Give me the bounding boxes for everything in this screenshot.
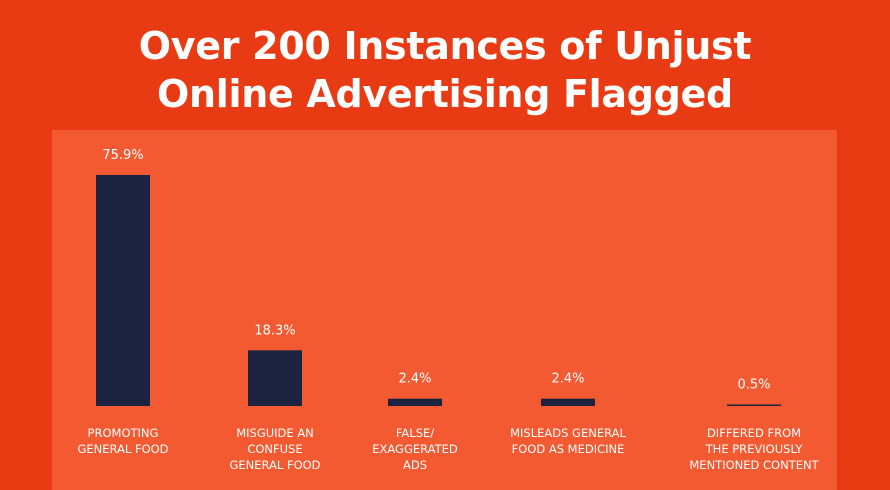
category-label-2: MISGUIDE AN CONFUSE GENERAL FOOD	[229, 426, 320, 472]
value-label-1: 75.9%	[102, 148, 143, 163]
category-label-5: DIFFERED FROM THE PREVIOUSLY MENTIONED CON…	[689, 426, 819, 472]
value-label-5: 0.5%	[737, 377, 770, 392]
bar-3	[388, 398, 442, 406]
bar-2	[248, 350, 302, 406]
value-label-3: 2.4%	[398, 372, 431, 387]
value-label-2: 18.3%	[254, 323, 295, 338]
chart-title-line-2: Online Advertising Flagged	[157, 72, 733, 116]
category-label-4: MISLEADS GENERAL FOOD AS MEDICINE	[510, 426, 626, 456]
chart-title-line-1: Over 200 Instances of Unjust	[138, 24, 752, 68]
bar-4	[541, 398, 595, 406]
chart-title: Over 200 Instances of Unjust Online Adve…	[0, 22, 890, 118]
chart-panel	[52, 130, 837, 490]
bar-5	[727, 404, 781, 406]
value-label-4: 2.4%	[551, 372, 584, 387]
category-label-3: FALSE/EXAGGERATED ADS	[372, 426, 458, 472]
bar-1	[96, 175, 150, 406]
category-label-1: PROMOTING GENERAL FOOD	[77, 426, 168, 456]
